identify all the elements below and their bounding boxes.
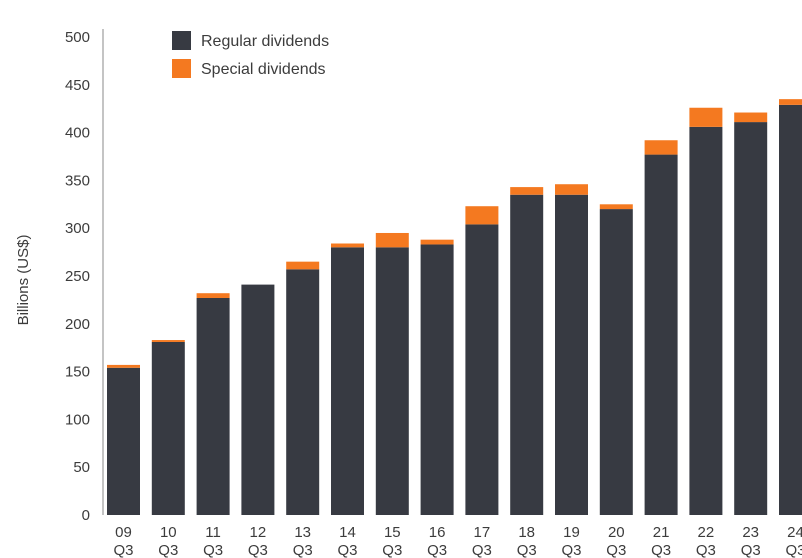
x-tick-label-quarter: Q3 bbox=[741, 542, 761, 558]
y-axis-title: Billions (US$) bbox=[15, 235, 32, 326]
special-dividend-bar bbox=[644, 140, 678, 155]
x-tick-label-year: 17 bbox=[474, 524, 491, 541]
y-tick-label: 200 bbox=[65, 316, 90, 333]
x-tick-label-quarter: Q3 bbox=[517, 542, 537, 558]
regular-dividend-bar bbox=[510, 194, 544, 516]
x-tick-label-year: 09 bbox=[115, 524, 132, 541]
x-tick-label-year: 24 bbox=[787, 524, 802, 541]
x-tick-label-year: 18 bbox=[518, 524, 535, 541]
x-tick-label-year: 12 bbox=[250, 524, 267, 541]
y-tick-label: 250 bbox=[65, 268, 90, 285]
special-dividend-bar bbox=[689, 107, 723, 127]
x-tick-label-quarter: Q3 bbox=[606, 542, 626, 558]
regular-dividend-bar bbox=[465, 224, 499, 515]
special-dividend-bar bbox=[599, 204, 633, 210]
x-tick-label-year: 11 bbox=[205, 524, 221, 541]
regular-dividend-bar bbox=[599, 209, 633, 515]
x-tick-label-year: 10 bbox=[160, 524, 177, 541]
x-tick-label-year: 19 bbox=[563, 524, 580, 541]
x-tick-label-quarter: Q3 bbox=[248, 542, 268, 558]
y-tick-label: 500 bbox=[65, 29, 90, 46]
regular-dividend-bar bbox=[555, 194, 588, 516]
x-tick-label-quarter: Q3 bbox=[203, 542, 223, 558]
x-tick-label-year: 20 bbox=[608, 524, 625, 541]
x-tick-label-quarter: Q3 bbox=[561, 542, 581, 558]
special-dividend-bar bbox=[196, 293, 230, 298]
y-tick-label: 0 bbox=[82, 507, 90, 524]
x-tick-label-quarter: Q3 bbox=[382, 542, 402, 558]
x-tick-label-year: 13 bbox=[294, 524, 311, 541]
x-tick-label-year: 22 bbox=[698, 524, 715, 541]
x-tick-label-year: 14 bbox=[339, 524, 356, 541]
y-tick-label: 150 bbox=[65, 364, 90, 381]
legend-label-special: Special dividends bbox=[201, 61, 326, 78]
regular-dividend-bar bbox=[734, 122, 768, 516]
regular-dividend-bar bbox=[420, 244, 454, 515]
x-tick-label-quarter: Q3 bbox=[696, 542, 716, 558]
y-tick-label: 300 bbox=[65, 220, 90, 237]
y-tick-label: 50 bbox=[73, 459, 90, 476]
regular-dividend-bar bbox=[331, 247, 364, 515]
special-dividend-bar bbox=[734, 112, 768, 123]
x-axis: 09Q310Q311Q312Q313Q314Q315Q316Q317Q318Q3… bbox=[113, 524, 802, 558]
y-tick-label: 400 bbox=[65, 125, 90, 142]
legend: Regular dividends Special dividends bbox=[172, 31, 329, 78]
x-tick-label-quarter: Q3 bbox=[427, 542, 447, 558]
legend-swatch-special bbox=[172, 59, 191, 78]
x-tick-label-quarter: Q3 bbox=[651, 542, 671, 558]
y-tick-label: 100 bbox=[65, 411, 90, 428]
x-tick-label-year: 16 bbox=[429, 524, 446, 541]
special-dividend-bar bbox=[286, 261, 320, 270]
special-dividend-bar bbox=[555, 184, 588, 195]
regular-dividend-bar bbox=[286, 269, 320, 515]
special-dividend-bar bbox=[331, 243, 364, 248]
special-dividend-bar bbox=[420, 239, 454, 245]
x-tick-label-year: 21 bbox=[653, 524, 670, 541]
x-tick-label-quarter: Q3 bbox=[293, 542, 313, 558]
y-tick-label: 450 bbox=[65, 77, 90, 94]
legend-label-regular: Regular dividends bbox=[201, 33, 329, 50]
special-dividend-bar bbox=[510, 187, 544, 195]
x-tick-label-quarter: Q3 bbox=[337, 542, 357, 558]
special-dividend-bar bbox=[779, 99, 802, 105]
x-tick-label-year: 23 bbox=[742, 524, 759, 541]
x-tick-label-quarter: Q3 bbox=[158, 542, 178, 558]
special-dividend-bar bbox=[375, 232, 409, 248]
regular-dividend-bar bbox=[196, 297, 230, 515]
special-dividend-bar bbox=[151, 340, 185, 342]
y-axis: 0 50 100 150 200 250 300 350 400 450 500 bbox=[65, 29, 104, 524]
y-tick-label: 350 bbox=[65, 172, 90, 189]
regular-dividend-bar bbox=[151, 341, 185, 515]
special-dividend-bar bbox=[107, 364, 140, 368]
regular-dividend-bar bbox=[107, 367, 140, 515]
special-dividend-bar bbox=[465, 206, 499, 225]
x-tick-label-year: 15 bbox=[384, 524, 401, 541]
regular-dividend-bar bbox=[779, 104, 802, 515]
regular-dividend-bar bbox=[241, 284, 275, 515]
x-tick-label-quarter: Q3 bbox=[113, 542, 133, 558]
regular-dividend-bar bbox=[644, 154, 678, 515]
regular-dividend-bar bbox=[375, 247, 409, 515]
bars bbox=[107, 99, 802, 516]
legend-swatch-regular bbox=[172, 31, 191, 50]
x-tick-label-quarter: Q3 bbox=[785, 542, 802, 558]
regular-dividend-bar bbox=[689, 126, 723, 515]
x-tick-label-quarter: Q3 bbox=[472, 542, 492, 558]
